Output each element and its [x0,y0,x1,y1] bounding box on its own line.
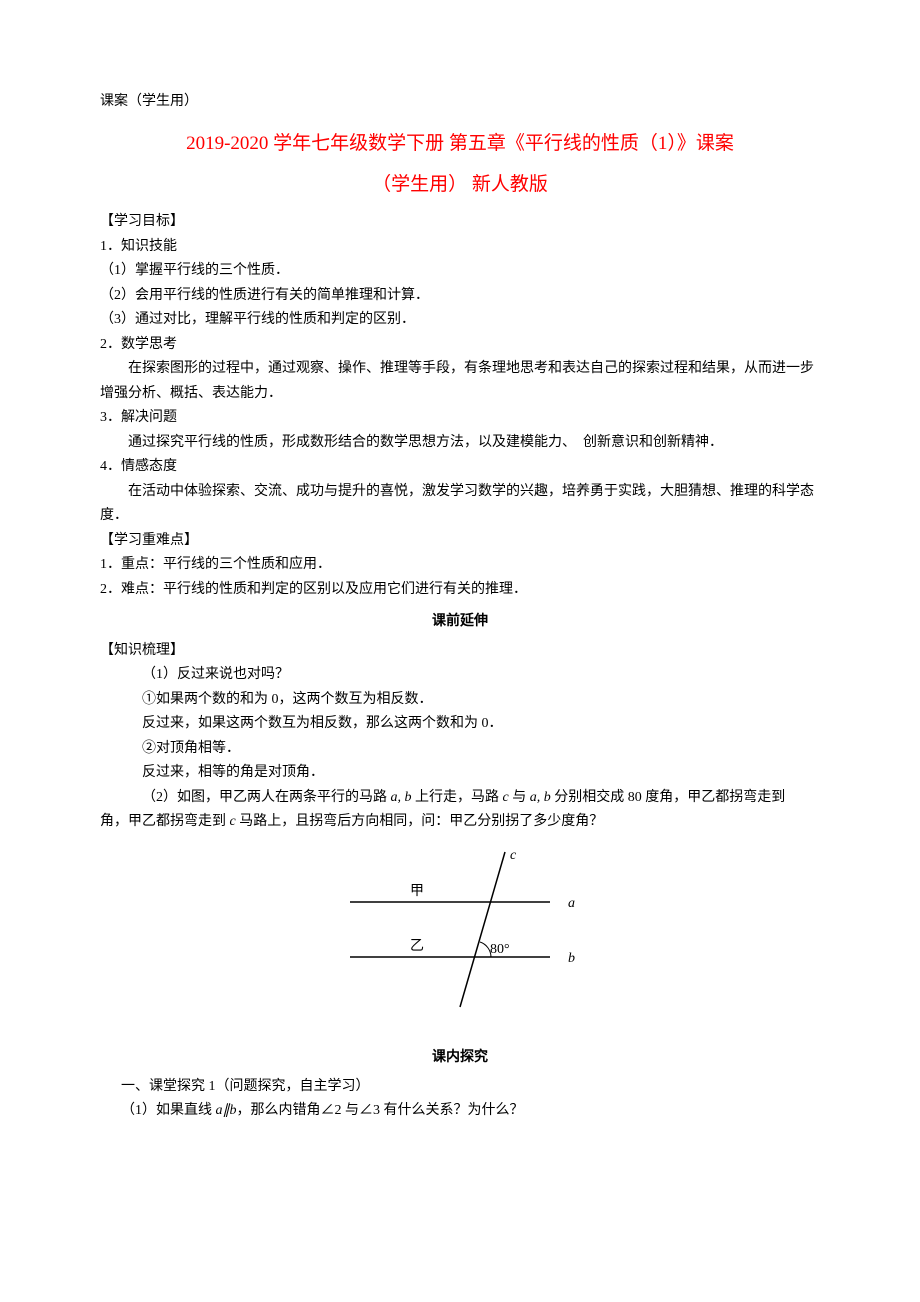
k1-1r: 反过来，如果这两个数互为相反数，那么这两个数和为 0． [142,712,820,737]
k2-ab: a, b [391,790,412,805]
header-note: 课案（学生用） [100,90,820,115]
c2-a: （1）如果直线 [121,1103,216,1118]
goal-1-3: （3）通过对比，理解平行线的性质和判定的区别． [100,308,820,333]
k2-part-g: 分别相交成 80 度角，甲乙都拐弯走到 [551,790,786,805]
goal-1-1: （1）掌握平行线的三个性质． [100,259,820,284]
goal-3: 3．解决问题 [100,406,820,431]
difficulty-2: 2．难点：平行线的性质和判定的区别以及应用它们进行有关的推理． [100,578,820,603]
k2: （2）如图，甲乙两人在两条平行的马路 a, b 上行走，马路 c 与 a, b … [142,786,820,811]
difficulty-1: 1．重点：平行线的三个性质和应用． [100,553,820,578]
goal-1-2: （2）会用平行线的性质进行有关的简单推理和计算． [100,284,820,309]
goal-3-text: 通过探究平行线的性质，形成数形结合的数学思想方法，以及建模能力、 创新意识和创新… [100,431,820,456]
knowledge-heading: 【知识梳理】 [100,639,820,664]
k2-part-c: 上行走，马路 [412,790,503,805]
k1-1: ①如果两个数的和为 0，这两个数互为相反数． [142,688,820,713]
doc-title: 2019-2020 学年七年级数学下册 第五章《平行线的性质（1）》课案 （学生… [100,123,820,207]
svg-text:a: a [568,896,575,911]
goals-heading: 【学习目标】 [100,210,820,235]
inclass-1: 一、课堂探究 1（问题探究，自主学习） [100,1075,820,1100]
k2-ab2: a, b [530,790,551,805]
difficulty-heading: 【学习重难点】 [100,529,820,554]
goal-4: 4．情感态度 [100,455,820,480]
svg-text:b: b [568,951,575,966]
k2-part-a: （2）如图，甲乙两人在两条平行的马路 [142,790,391,805]
goal-1: 1．知识技能 [100,235,820,260]
svg-text:c: c [510,848,517,863]
goal-2-text: 在探索图形的过程中，通过观察、操作、推理等手段，有条理地思考和表达自己的探索过程… [100,357,820,406]
k1-2r: 反过来，相等的角是对顶角． [142,761,820,786]
title-line-2: （学生用） 新人教版 [100,164,820,206]
pre-class-heading: 课前延伸 [100,608,820,633]
inclass-2: （1）如果直线 a∥b，那么内错角∠2 与∠3 有什么关系？为什么？ [100,1099,820,1124]
k2-part-i: 马路上，且拐弯后方向相同，问：甲乙分别拐了多少度角？ [236,814,604,829]
title-line-1: 2019-2020 学年七年级数学下册 第五章《平行线的性质（1）》课案 [100,123,820,165]
c2-b: a∥b [216,1103,237,1118]
k2-cont-text: 角，甲乙都拐弯走到 [100,814,230,829]
k1: （1）反过来说也对吗？ [142,663,820,688]
c2-c: ，那么内错角∠2 与∠3 有什么关系？为什么？ [237,1103,524,1118]
goal-4-text: 在活动中体验探索、交流、成功与提升的喜悦，激发学习数学的兴趣，培养勇于实践，大胆… [100,480,820,529]
svg-text:80°: 80° [490,942,510,957]
k1-2: ②对顶角相等． [142,737,820,762]
in-class-heading: 课内探究 [100,1044,820,1069]
diagram-svg: 甲乙 a b c 80° [310,847,610,1017]
k2-part-e: 与 [509,790,530,805]
k2-cont: 角，甲乙都拐弯走到 c 马路上，且拐弯后方向相同，问：甲乙分别拐了多少度角？ [100,810,820,835]
svg-text:乙: 乙 [410,938,424,954]
diagram: 甲乙 a b c 80° [100,847,820,1027]
goal-2: 2．数学思考 [100,333,820,358]
svg-text:甲: 甲 [410,884,424,899]
